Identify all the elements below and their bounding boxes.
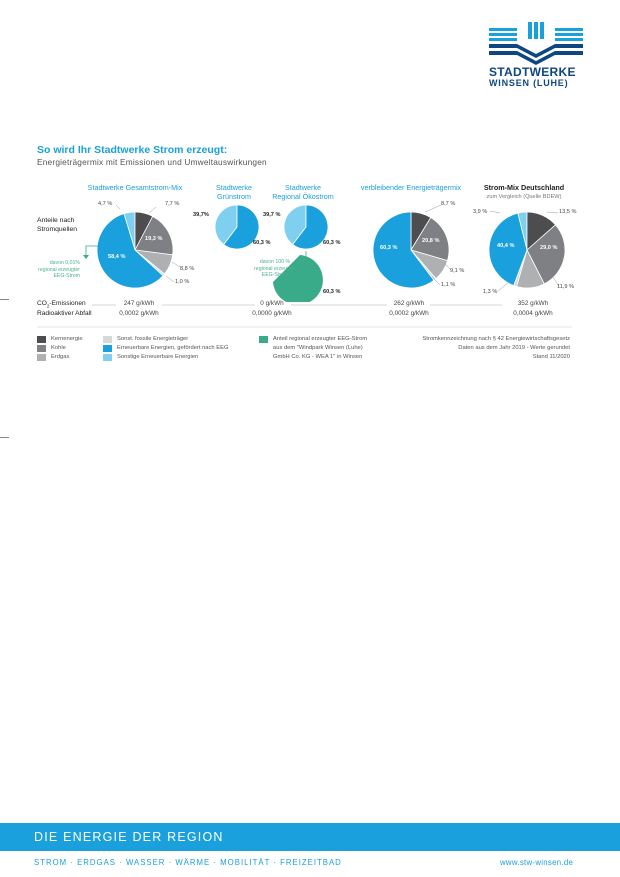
co2-deutschland: 352 g/kWh	[517, 300, 549, 307]
legend-swatch-eeg	[103, 345, 112, 352]
brand-name: STADTWERKE	[489, 65, 576, 79]
label-gesamt-eeg: 58,4 %	[108, 254, 126, 260]
pie-slice-erneuerbare-energien-gef-rdert-nach-eeg	[96, 213, 164, 289]
label-gesamt-erdgas: 8,8 %	[180, 266, 195, 272]
label-de-fossil: 1,3 %	[483, 289, 498, 295]
pie-gruenstrom	[214, 204, 260, 250]
legend-label-kernenergie: Kernenergie	[51, 336, 83, 342]
label-gruen-sonstige: 39,7%	[193, 212, 209, 218]
label-verb-kohle: 20,8 %	[422, 238, 440, 244]
stadtwerke-logo-icon	[489, 22, 583, 65]
waste-deutschland: 0,0004 g/kWh	[513, 310, 553, 317]
pie-slice-erneuerbare-energien-gef-rdert-nach-eeg	[292, 204, 329, 250]
connector-lines	[83, 204, 560, 292]
chart-title-gruen: Stadtwerke Grünstrom	[216, 183, 252, 201]
legend-swatch-erdgas	[37, 354, 46, 361]
legend-label-regional: Anteil regional erzeugter EEG-Strom	[273, 336, 368, 342]
margin-mark	[0, 299, 9, 300]
pie-slice-kohle	[410, 216, 450, 262]
label-gruen-eeg: 60,3 %	[253, 240, 271, 246]
pie-slice-erneuerbare-energien-gef-rdert-nach-eeg	[372, 211, 435, 289]
page-subtitle: Energieträgermix mit Emissionen und Umwe…	[37, 157, 267, 167]
footer-strip	[0, 851, 620, 877]
margin-mark	[0, 437, 9, 438]
label-verb-eeg: 60,3 %	[380, 245, 398, 251]
brand-subname: WINSEN (LUHE)	[489, 78, 569, 88]
legend-label-erdgas: Erdgas	[51, 354, 70, 360]
source-line-2: Daten aus dem Jahr 2019 - Werte gerundet	[458, 345, 570, 351]
legend-label-eeg: Erneuerbare Energien, gefördert nach EEG	[117, 345, 229, 351]
pie-slice-kohle	[134, 215, 174, 256]
label-regional-sub: 60,3 %	[323, 289, 341, 295]
waste-label: Radioaktiver Abfall	[37, 310, 92, 317]
label-gesamt-kern: 7,7 %	[165, 201, 180, 207]
legend-label-fossil: Sonst. fossile Energieträger	[117, 336, 189, 342]
label-de-sonstige: 3,9 %	[473, 209, 488, 215]
chart-title-deutschland: Strom-Mix Deutschland	[483, 183, 565, 192]
legend-swatch-regional	[259, 336, 268, 343]
footer-url-link[interactable]: www.stw-winsen.de	[500, 858, 574, 867]
footer-bar	[0, 823, 620, 851]
label-regional-sonstige: 39,7 %	[263, 212, 281, 218]
legend-swatch-sonstige	[103, 354, 112, 361]
chart-subtitle-deutschland: zum Vergleich (Quelle BDEW)	[486, 194, 562, 200]
pie-slice-erneuerbare-energien-gef-rdert-nach-eeg	[488, 212, 528, 287]
co2-verbleibend: 262 g/kWh	[393, 300, 425, 307]
label-regional-eeg: 60,3 %	[323, 240, 341, 246]
pie-deutschland	[488, 211, 566, 289]
label-gesamt-fossil: 1,0 %	[175, 279, 190, 285]
label-verb-fossil: 1,1 %	[441, 282, 456, 288]
share-row-label: Anteile nach Stromquellen	[37, 217, 78, 233]
chart-title-verbleibend: verbleibender Energieträgermix	[360, 183, 462, 192]
legend-swatch-fossil	[103, 336, 112, 343]
label-de-eeg: 40,4 %	[497, 243, 515, 249]
pie-slice-sonstige-erneuerbare-energien	[214, 204, 238, 246]
page-title: So wird Ihr Stadtwerke Strom erzeugt:	[37, 144, 228, 156]
label-gesamt-kohle: 19,3 %	[145, 236, 163, 242]
legend-label-kohle: Kohle	[51, 345, 66, 351]
label-verb-kern: 8,7 %	[441, 201, 456, 207]
pie-slice-kohle	[526, 224, 566, 285]
note-gesamt-regional: davon 0,01% regional erzeugter EEG-Strom	[38, 260, 80, 279]
co2-label: CO2-Emissionen	[37, 300, 86, 309]
footer-services: STROM · ERDGAS · WASSER · WÄRME · MOBILI…	[34, 858, 342, 867]
legend-label-regional-2: aus dem "Windpark Winsen (Luhe)	[273, 345, 363, 351]
pie-gesamtstrom	[96, 211, 174, 289]
label-gesamt-sonstige: 4,7 %	[98, 201, 113, 207]
legend-swatch-kohle	[37, 345, 46, 352]
pie-verbleibend	[372, 211, 450, 289]
legend-swatch-kernenergie	[37, 336, 46, 343]
note-regional: davon 100 % regional erzeugter EEG-Strom	[254, 259, 296, 278]
waste-verbleibend: 0,0002 g/kWh	[389, 310, 429, 317]
label-verb-erdgas: 9,1 %	[450, 268, 465, 274]
pie-regional	[283, 204, 329, 250]
co2-lines	[37, 304, 572, 328]
pie-slice-erneuerbare-energien-gef-rdert-nach-eeg	[223, 204, 260, 250]
regional-eeg-slice	[273, 255, 323, 302]
footer-title: DIE ENERGIE DER REGION	[34, 830, 224, 844]
chart-title-regional: Stadtwerke Regional Ökostrom	[272, 183, 334, 201]
legend-label-regional-3: GmbH Co. KG - WEA 1" in Winsen	[273, 354, 363, 360]
source-line-1: Stromkennzeichnung nach § 42 Energiewirt…	[422, 336, 570, 342]
chart-title-gesamt: Stadtwerke Gesamtstrom-Mix	[87, 183, 183, 192]
label-de-erdgas: 11,9 %	[557, 284, 574, 290]
legend-label-sonstige: Sonstige Erneuerbare Energien	[117, 354, 199, 360]
co2-gruen: 0 g/kWh	[260, 300, 284, 307]
co2-gesamt: 247 g/kWh	[123, 300, 155, 307]
waste-gesamt: 0,0002 g/kWh	[119, 310, 159, 317]
pie-regional-sub	[273, 255, 323, 302]
label-de-kern: 13,5 %	[559, 209, 577, 215]
waste-gruen: 0,0000 g/kWh	[252, 310, 292, 317]
source-line-3: Stand 11/2020	[532, 354, 570, 360]
label-de-kohle: 29,0 %	[540, 245, 558, 251]
pie-slice-sonstige-erneuerbare-energien	[283, 204, 307, 246]
